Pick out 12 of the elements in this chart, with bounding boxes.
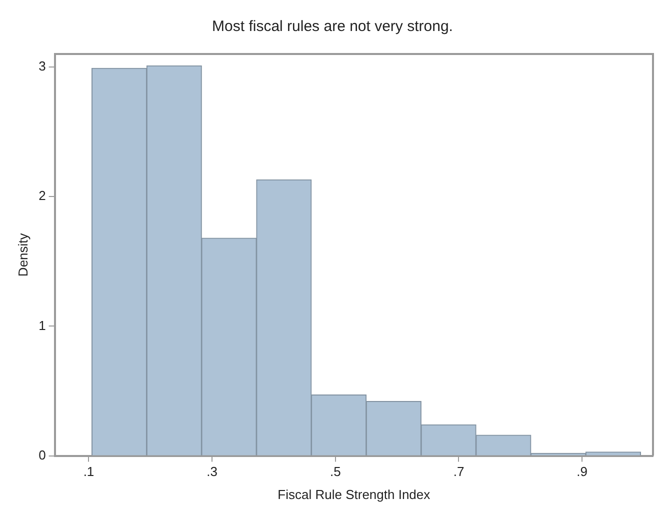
x-tick-label: .5 <box>330 464 341 480</box>
x-tick-label: .3 <box>206 464 218 480</box>
y-tick-label: 3 <box>38 58 46 74</box>
y-tick-label: 1 <box>38 318 46 333</box>
x-tick-label: .9 <box>576 464 588 480</box>
x-tick-label: .7 <box>453 464 464 480</box>
y-axis-title: Density <box>15 232 30 277</box>
y-tick-label: 0 <box>38 447 46 462</box>
y-tick-label: 2 <box>38 188 46 204</box>
x-axis-title: Fiscal Rule Strength Index <box>278 486 431 502</box>
chart-title: Most fiscal rules are not very strong. <box>212 18 453 36</box>
x-tick-label: .1 <box>83 464 94 480</box>
